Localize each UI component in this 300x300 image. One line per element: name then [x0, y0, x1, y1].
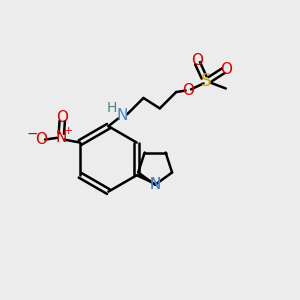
Text: N: N — [116, 108, 128, 123]
Text: N: N — [55, 130, 66, 145]
Text: O: O — [56, 110, 68, 125]
Text: H: H — [107, 101, 117, 116]
Text: O: O — [35, 132, 47, 147]
Text: N: N — [149, 177, 161, 192]
Text: O: O — [182, 83, 194, 98]
Text: O: O — [220, 62, 232, 77]
Text: −: − — [27, 127, 38, 141]
Text: S: S — [201, 72, 212, 90]
Text: N: N — [149, 177, 161, 192]
Text: +: + — [64, 126, 73, 136]
Text: O: O — [192, 53, 204, 68]
